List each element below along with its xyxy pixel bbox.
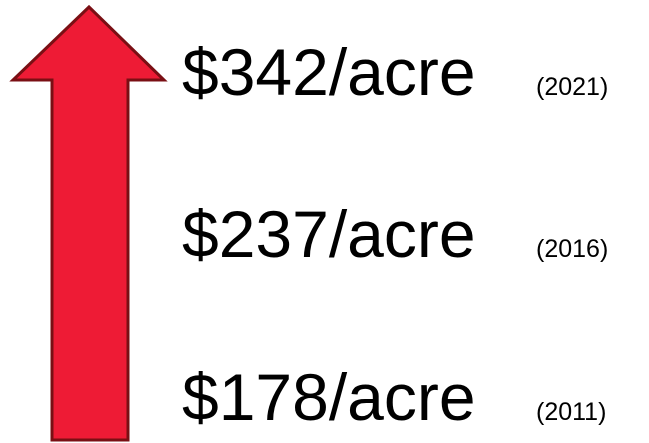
price-2021: $342/acre: [182, 35, 476, 109]
year-2011: (2011): [536, 398, 606, 426]
price-2011: $178/acre: [182, 360, 476, 434]
year-2016: (2016): [536, 235, 608, 263]
year-2021: (2021): [536, 73, 608, 101]
up-arrow: [9, 4, 168, 442]
price-2016: $237/acre: [182, 197, 476, 271]
